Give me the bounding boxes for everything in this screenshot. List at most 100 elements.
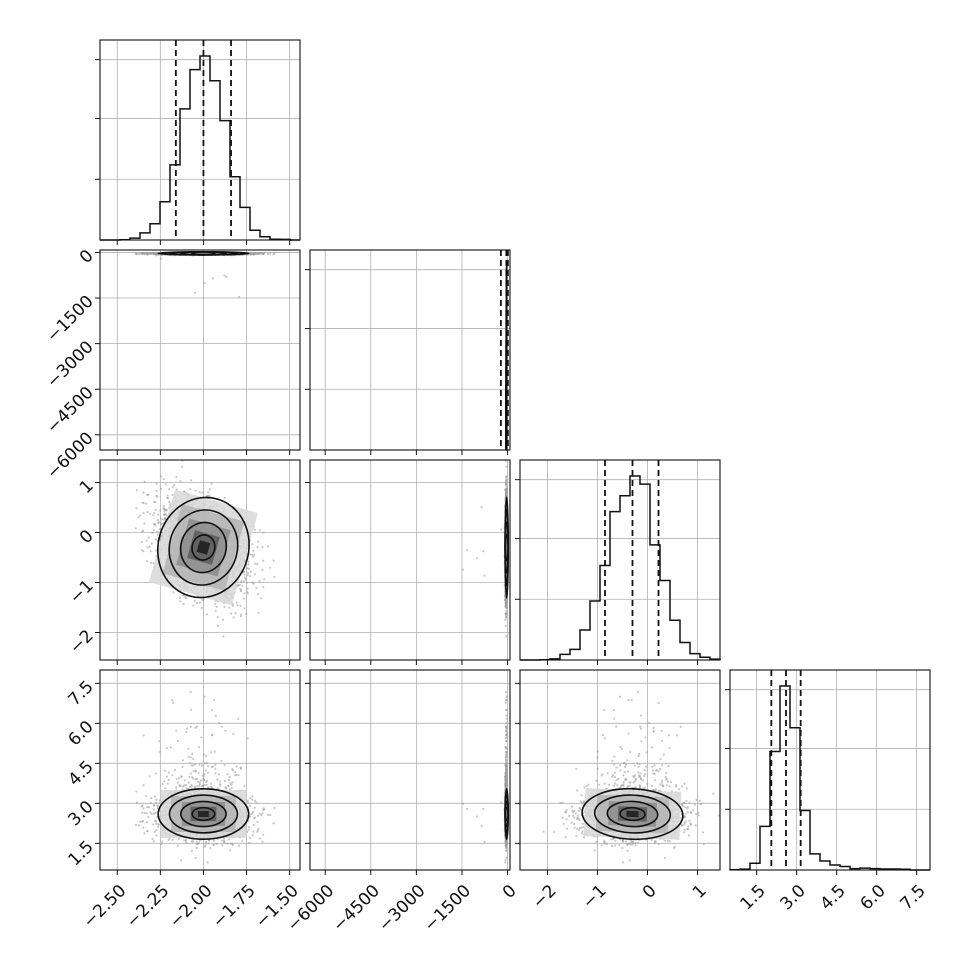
scatter-point <box>160 475 163 478</box>
scatter-point <box>256 252 259 255</box>
scatter-point <box>166 496 169 500</box>
histogram-p0 <box>100 55 300 241</box>
scatter-point <box>157 513 160 516</box>
scatter-point <box>257 540 260 543</box>
scatter-point <box>154 500 157 504</box>
scatter-point <box>152 514 155 517</box>
scatter-point <box>164 483 167 486</box>
scatter-point <box>261 568 264 572</box>
scatter-points-p0-p1 <box>134 252 276 299</box>
scatter-point <box>193 599 196 602</box>
scatter-point <box>135 489 138 492</box>
scatter-point <box>168 501 171 504</box>
scatter-point <box>139 514 142 517</box>
scatter-point <box>164 508 167 511</box>
scatter-point <box>221 618 224 621</box>
scatter-point <box>254 562 257 565</box>
scatter-point <box>238 295 241 299</box>
scatter-point <box>179 480 182 483</box>
scatter-point <box>223 496 226 499</box>
scatter-point <box>178 596 181 599</box>
scatter-point <box>145 252 148 255</box>
scatter-point <box>147 536 150 539</box>
scatter-point <box>225 275 228 278</box>
scatter-point <box>143 480 146 483</box>
scatter-point <box>195 601 199 605</box>
scatter-point <box>245 612 248 616</box>
scatter-point <box>215 605 218 608</box>
scatter-point <box>145 502 148 505</box>
scatter-point <box>262 252 265 255</box>
scatter-point <box>162 478 165 481</box>
scatter-point <box>190 479 193 482</box>
scatter-point <box>135 252 138 255</box>
scatter-point <box>230 612 233 615</box>
scatter-point <box>255 586 258 590</box>
scatter-point <box>181 465 184 468</box>
scatter-point <box>223 274 226 277</box>
panel-0-0 <box>95 39 301 245</box>
scatter-point <box>242 597 246 600</box>
scatter-point <box>244 578 247 581</box>
scatter-point <box>200 606 203 610</box>
scatter-point <box>253 528 256 531</box>
scatter-point <box>154 538 157 541</box>
scatter-point <box>137 516 140 519</box>
panel-2-0 <box>95 459 301 665</box>
scatter-point <box>160 487 163 490</box>
scatter-point <box>146 546 149 549</box>
scatter-point <box>143 522 146 525</box>
scatter-point <box>256 593 260 596</box>
scatter-point <box>156 519 160 522</box>
scatter-point <box>267 253 270 256</box>
scatter-point <box>258 529 261 532</box>
scatter-point <box>258 580 261 583</box>
scatter-point <box>252 549 255 552</box>
scatter-point <box>249 553 252 556</box>
panel-frame <box>99 249 301 451</box>
scatter-point <box>228 606 231 609</box>
scatter-point <box>236 604 239 607</box>
scatter-point <box>189 487 192 491</box>
scatter-point <box>243 573 246 576</box>
scatter-point <box>142 511 145 515</box>
scatter-point <box>211 277 214 280</box>
scatter-point <box>247 563 250 566</box>
scatter-point <box>241 584 244 588</box>
scatter-point <box>160 257 163 260</box>
scatter-point <box>185 597 188 600</box>
scatter-point <box>231 604 235 607</box>
panel-1-1 <box>305 249 511 455</box>
scatter-point <box>201 598 204 601</box>
scatter-point <box>146 493 149 496</box>
scatter-point <box>239 588 242 591</box>
scatter-point <box>216 616 219 619</box>
scatter-point <box>235 601 238 604</box>
scatter-point <box>208 488 211 491</box>
scatter-point <box>149 512 152 515</box>
scatter-point <box>203 281 206 285</box>
scatter-point <box>207 491 210 494</box>
scatter-point <box>256 562 259 566</box>
scatter-point <box>142 252 145 255</box>
scatter-point <box>234 612 237 615</box>
scatter-point <box>134 527 137 530</box>
scatter-point <box>240 579 243 582</box>
scatter-point <box>247 560 250 563</box>
scatter-point <box>149 550 152 553</box>
scatter-point <box>269 566 272 569</box>
scatter-point <box>214 602 217 605</box>
scatter-point <box>249 575 252 578</box>
scatter-point <box>194 489 197 492</box>
scatter-point <box>150 542 153 545</box>
scatter-point <box>141 549 144 552</box>
scatter-point <box>243 607 246 610</box>
scatter-point <box>154 252 157 256</box>
scatter-point <box>168 488 171 491</box>
scatter-point <box>140 540 143 544</box>
scatter-point <box>272 559 275 562</box>
panel-frame <box>99 39 301 241</box>
scatter-point <box>135 507 138 510</box>
scatter-point <box>242 580 245 583</box>
scatter-point <box>253 573 256 576</box>
